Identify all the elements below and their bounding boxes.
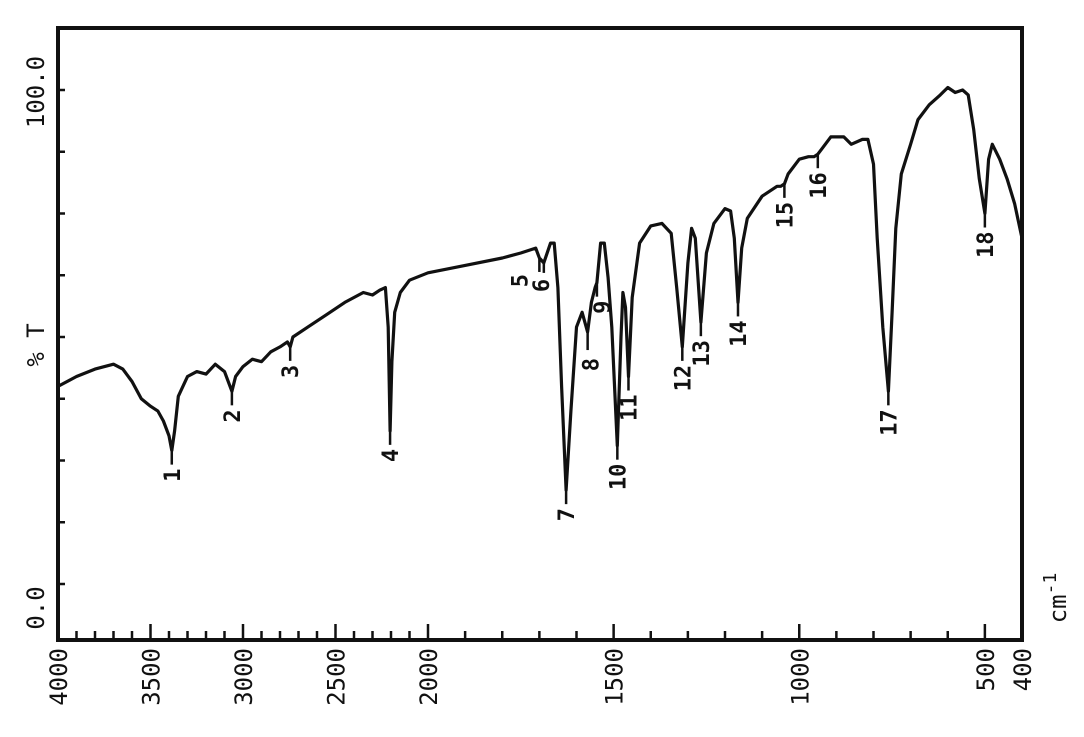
peak-number: 5 xyxy=(508,274,533,287)
y-axis-label: % T 100.0 0.0 xyxy=(22,56,50,630)
peak-label-12: 12 xyxy=(671,346,696,392)
x-tick-label: 1500 xyxy=(601,648,629,706)
peak-number: 17 xyxy=(877,409,902,436)
y-tick-label-0: 0.0 xyxy=(22,586,50,629)
peak-number: 11 xyxy=(617,395,642,422)
peak-label-18: 18 xyxy=(974,213,999,259)
peak-number: 13 xyxy=(690,340,715,367)
x-axis-unit: cm-1 xyxy=(1040,573,1072,624)
peak-number: 2 xyxy=(221,409,246,422)
x-tick-label: 500 xyxy=(972,648,1000,691)
peak-number: 6 xyxy=(530,279,555,292)
peak-number: 16 xyxy=(807,172,832,199)
peak-label-15: 15 xyxy=(773,183,798,229)
plot-frame xyxy=(56,26,1024,642)
spectrum-curve xyxy=(56,85,1024,492)
x-tick-labels: 4000 3500 3000 2500 2000 1500 1000 500 400 xyxy=(45,648,1037,706)
peak-number: 18 xyxy=(974,232,999,259)
x-unit-label: cm-1 xyxy=(1040,573,1072,624)
peak-label-3: 3 xyxy=(279,346,304,378)
x-tick-label: 2000 xyxy=(415,648,443,706)
peak-label-1: 1 xyxy=(161,450,186,482)
peak-number: 8 xyxy=(580,358,605,371)
y-tick-label-100: 100.0 xyxy=(22,56,50,128)
peak-number: 1 xyxy=(161,469,186,482)
peak-label-2: 2 xyxy=(221,391,246,423)
peak-label-8: 8 xyxy=(580,332,605,371)
peak-label-4: 4 xyxy=(379,430,404,462)
peak-label-14: 14 xyxy=(727,302,752,347)
x-tick-label: 1000 xyxy=(786,648,814,706)
x-ticks xyxy=(56,624,1024,640)
peak-number: 10 xyxy=(606,464,631,491)
peak-number: 7 xyxy=(555,508,580,521)
x-tick-label: 2500 xyxy=(323,648,351,706)
peak-number: 12 xyxy=(671,365,696,392)
peak-label-11: 11 xyxy=(617,376,642,422)
x-tick-label: 400 xyxy=(1009,648,1037,691)
x-tick-label: 3500 xyxy=(138,648,166,706)
peak-number: 14 xyxy=(727,320,752,347)
peak-label-13: 13 xyxy=(690,322,715,367)
peak-label-7: 7 xyxy=(555,490,580,521)
peak-number: 15 xyxy=(773,202,798,229)
peak-label-17: 17 xyxy=(877,391,902,436)
peak-number: 9 xyxy=(591,301,616,314)
peak-label-5: 5 xyxy=(508,257,541,287)
peak-number: 4 xyxy=(379,449,404,462)
x-tick-label: 3000 xyxy=(230,648,258,706)
y-axis-title: % T xyxy=(22,323,50,366)
peak-label-16: 16 xyxy=(807,154,832,199)
peak-label-6: 6 xyxy=(530,262,555,292)
peak-label-10: 10 xyxy=(606,445,631,491)
peak-label-9: 9 xyxy=(591,282,616,314)
peak-number: 3 xyxy=(279,365,304,378)
x-tick-label: 4000 xyxy=(45,648,73,706)
